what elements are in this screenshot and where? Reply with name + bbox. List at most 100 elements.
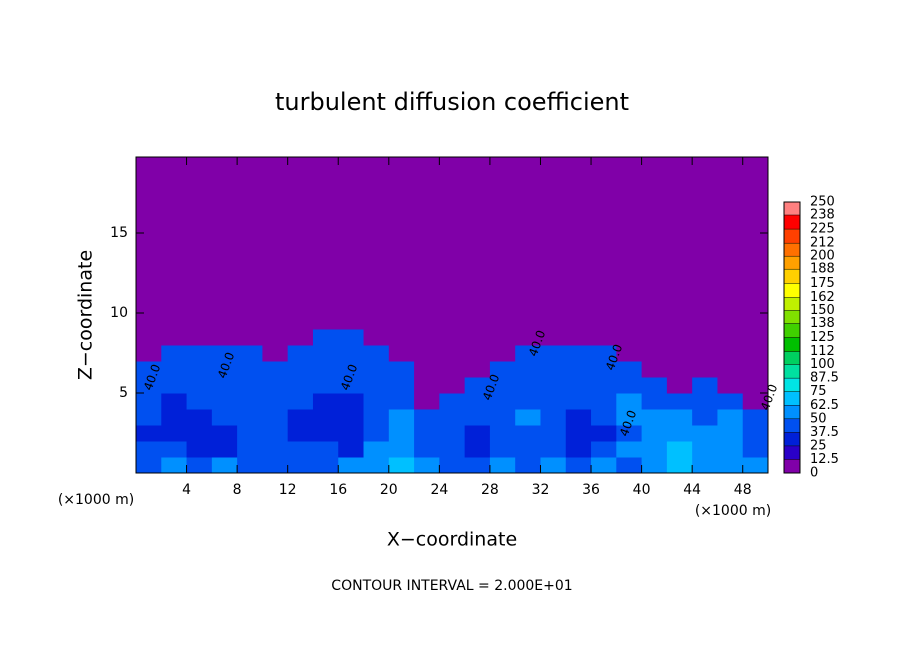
colorbar-label: 75 [810, 384, 827, 399]
heat-cell [489, 329, 516, 346]
heat-cell [515, 393, 541, 410]
colorbar-label: 225 [810, 222, 835, 237]
heat-cell [414, 361, 440, 378]
heat-cell [186, 393, 213, 410]
heat-cell [717, 345, 744, 362]
heat-cell [616, 393, 643, 410]
heat-cell [717, 441, 744, 458]
heat-cell [591, 345, 617, 362]
heat-cell [641, 457, 668, 474]
heat-cell [388, 329, 415, 346]
x-tick-label: 32 [532, 482, 550, 498]
heat-cell [312, 377, 339, 394]
x-tick-label: 44 [683, 482, 701, 498]
colorbar-bin [784, 432, 800, 446]
heat-cell [186, 457, 213, 474]
heat-cell [186, 361, 213, 378]
colorbar-label: 50 [810, 411, 827, 426]
heat-cell [161, 457, 188, 474]
heat-cell [161, 393, 188, 410]
heat-cell [414, 441, 440, 458]
heat-cell [591, 457, 617, 474]
heat-cell [692, 157, 718, 330]
heat-cell [338, 329, 365, 346]
heat-cell [312, 457, 339, 474]
heat-cell [312, 345, 339, 362]
heat-cell [641, 425, 668, 442]
heat-cell [186, 425, 213, 442]
heat-cell [692, 425, 718, 442]
heat-cell [641, 157, 668, 330]
heat-cell [186, 377, 213, 394]
heat-cell [211, 425, 238, 442]
heat-cell [186, 441, 213, 458]
heat-cell [464, 329, 491, 346]
colorbar-label: 138 [810, 316, 835, 331]
heat-cell [742, 425, 769, 442]
heat-cell [211, 377, 238, 394]
x-tick-label: 4 [182, 482, 191, 498]
heat-cell [161, 409, 188, 426]
heat-cell [464, 457, 491, 474]
heat-cell [388, 345, 415, 362]
colorbar-bin [784, 297, 800, 311]
heat-cell [338, 361, 365, 378]
colorbar-bin [784, 459, 800, 473]
heat-cell [287, 345, 314, 362]
colorbar-label: 200 [810, 249, 835, 264]
heat-cell [186, 409, 213, 426]
heat-cell [363, 345, 390, 362]
heat-cell [666, 157, 693, 330]
heat-cell [262, 329, 289, 346]
colorbar-bin [784, 337, 800, 352]
x-tick-label: 8 [233, 482, 242, 498]
heat-cell [515, 409, 541, 426]
heat-cell [262, 441, 289, 458]
heat-cell [338, 393, 365, 410]
heat-cell [515, 361, 541, 378]
colorbar-bin [784, 243, 800, 257]
heat-cell [692, 345, 718, 362]
heat-cell [591, 157, 617, 330]
heat-cell [287, 157, 314, 330]
y-tick-label: 5 [119, 385, 128, 401]
heat-cell [515, 377, 541, 394]
heat-cell [717, 457, 744, 474]
heat-cell [287, 377, 314, 394]
heat-cell [616, 441, 643, 458]
heat-cell [338, 425, 365, 442]
heat-cell [414, 329, 440, 346]
heat-cell [186, 329, 213, 346]
heat-cell [540, 393, 567, 410]
heat-cell [692, 457, 718, 474]
colorbar-label: 212 [810, 236, 835, 251]
heat-cell [338, 157, 365, 330]
colorbar-bin [784, 351, 800, 365]
heat-cell [540, 425, 567, 442]
heat-cell [388, 393, 415, 410]
heat-cell [742, 157, 769, 330]
heat-cell [464, 393, 491, 410]
heat-cell [540, 409, 567, 426]
heat-cell [515, 157, 541, 330]
y-tick-label: 15 [110, 225, 128, 241]
heat-cell [464, 441, 491, 458]
heat-cell [515, 441, 541, 458]
heat-cell [161, 345, 188, 362]
heat-cell [262, 425, 289, 442]
heat-cell [161, 425, 188, 442]
heat-cell [540, 329, 567, 346]
heat-cell [742, 329, 769, 346]
heat-cell [540, 345, 567, 362]
heat-cell [540, 441, 567, 458]
heat-cell [363, 361, 390, 378]
heat-cell [388, 441, 415, 458]
heat-cell [692, 329, 718, 346]
colorbar-label: 238 [810, 208, 835, 223]
heat-cell [439, 441, 466, 458]
heat-cell [237, 393, 263, 410]
heat-cell [136, 345, 162, 362]
colorbar-bin [784, 310, 800, 324]
heat-cell [312, 441, 339, 458]
heat-cell [136, 393, 162, 410]
